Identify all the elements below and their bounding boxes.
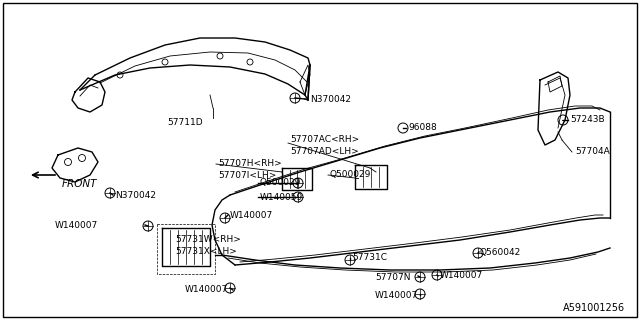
Text: Q560042: Q560042 bbox=[480, 247, 521, 257]
Text: W140007: W140007 bbox=[55, 220, 99, 229]
Text: 57731X<LH>: 57731X<LH> bbox=[175, 247, 237, 257]
Text: Q500029: Q500029 bbox=[260, 179, 301, 188]
Text: W140007: W140007 bbox=[230, 211, 273, 220]
Text: 57731W<RH>: 57731W<RH> bbox=[175, 236, 241, 244]
Text: 57704A: 57704A bbox=[575, 148, 610, 156]
Text: 57707AD<LH>: 57707AD<LH> bbox=[290, 148, 359, 156]
Text: W140059: W140059 bbox=[260, 194, 303, 203]
Text: 57707AC<RH>: 57707AC<RH> bbox=[290, 135, 359, 145]
Text: W140007: W140007 bbox=[375, 291, 419, 300]
Text: 96088: 96088 bbox=[408, 124, 436, 132]
Text: 57707H<RH>: 57707H<RH> bbox=[218, 158, 282, 167]
Text: A591001256: A591001256 bbox=[563, 303, 625, 313]
Text: FRONT: FRONT bbox=[62, 179, 97, 189]
Text: 57731C: 57731C bbox=[352, 253, 387, 262]
Text: N370042: N370042 bbox=[310, 95, 351, 105]
Text: 57707N: 57707N bbox=[375, 274, 410, 283]
Text: 57707I<LH>: 57707I<LH> bbox=[218, 171, 276, 180]
Text: W140007: W140007 bbox=[440, 271, 483, 281]
Text: 57711D: 57711D bbox=[167, 118, 203, 127]
Text: Q500029: Q500029 bbox=[330, 171, 371, 180]
Text: N370042: N370042 bbox=[115, 190, 156, 199]
Text: 57243B: 57243B bbox=[570, 116, 605, 124]
Text: W140007: W140007 bbox=[185, 285, 228, 294]
